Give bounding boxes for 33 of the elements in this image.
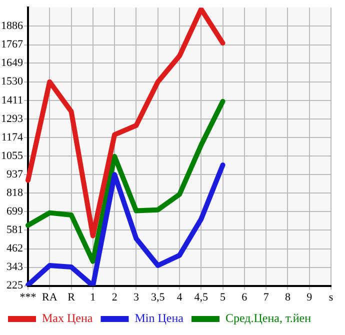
x-tick-label: 6 — [242, 291, 248, 304]
y-tick-label: 462 — [6, 242, 23, 255]
x-tick-label: 8 — [284, 291, 291, 304]
y-tick-label: 1293 — [1, 112, 24, 125]
y-tick-label: 1055 — [1, 150, 24, 162]
y-tick-label: 1886 — [1, 20, 24, 32]
y-tick-label: 1767 — [1, 38, 24, 51]
x-tick-label: 4,5 — [194, 291, 209, 304]
x-tick-label: *** — [20, 291, 36, 304]
legend-label: Сред.Цена, т.йен — [225, 311, 312, 326]
y-tick-label: 343 — [6, 261, 24, 274]
x-tick-label: 3,5 — [150, 291, 166, 304]
x-tick-label: 4 — [176, 291, 183, 304]
y-tick-label: 699 — [6, 206, 24, 218]
y-tick-label: 581 — [6, 224, 23, 236]
x-tick-label: 3 — [133, 291, 140, 304]
x-tick-label: R — [68, 291, 76, 304]
y-tick-label: 1174 — [1, 131, 24, 144]
y-tick-label: 225 — [6, 280, 24, 292]
x-tick-label: RA — [42, 291, 58, 304]
x-tick-label: 5 — [220, 291, 226, 304]
y-tick-label: 1530 — [1, 76, 24, 88]
y-tick-label: 818 — [6, 187, 24, 200]
legend-label: Min Цена — [134, 311, 184, 326]
y-tick-label: 1649 — [1, 57, 24, 70]
x-tick-label: 1 — [90, 291, 96, 304]
x-tick-label: 9 — [306, 291, 313, 304]
x-tick-label: 2 — [112, 291, 118, 304]
x-tick-label: 7 — [263, 291, 270, 304]
y-tick-label: 1411 — [1, 94, 23, 106]
x-tick-label: s — [328, 291, 334, 304]
legend-label: Max Цена — [42, 311, 94, 326]
y-tick-label: 937 — [6, 168, 24, 180]
